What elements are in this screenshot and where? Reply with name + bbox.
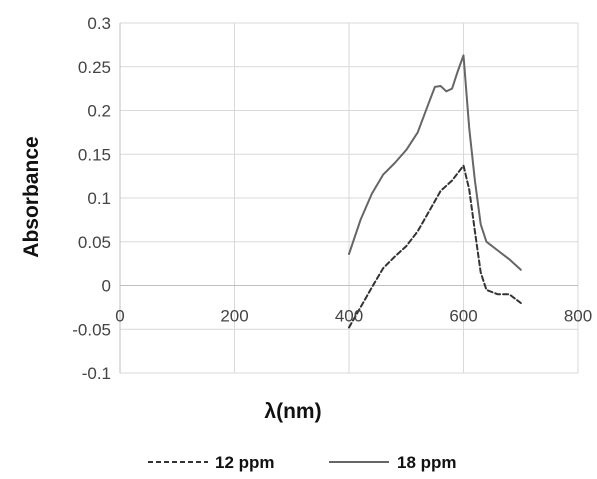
legend: 12 ppm 18 ppm [148,453,457,472]
y-tick-label: -0.1 [82,364,111,383]
x-tick-label: 400 [335,307,363,326]
x-tick-label: 800 [564,307,592,326]
y-tick-label: 0.2 [87,102,111,121]
x-axis-title: λ(nm) [264,400,321,423]
x-tick-label: 0 [115,307,124,326]
y-tick-label: 0 [102,277,111,296]
y-tick-label: -0.05 [72,320,111,339]
series-line-1 [348,164,522,329]
y-tick-label: 0.25 [78,58,111,77]
legend-label-2: 18 ppm [397,453,457,472]
y-tick-label: 0.1 [87,189,111,208]
y-axis-title: Absorbance [20,136,43,257]
gridlines [119,22,579,374]
legend-label-1: 12 ppm [215,453,275,472]
y-tick-label: 0.15 [78,145,111,164]
axes [119,23,578,373]
y-tick-label: 0.3 [87,14,111,33]
x-tick-label: 200 [220,307,248,326]
x-tick-label: 600 [449,307,477,326]
y-tick-label: 0.05 [78,233,111,252]
series-lines [348,54,522,329]
series-line-2 [348,54,522,271]
